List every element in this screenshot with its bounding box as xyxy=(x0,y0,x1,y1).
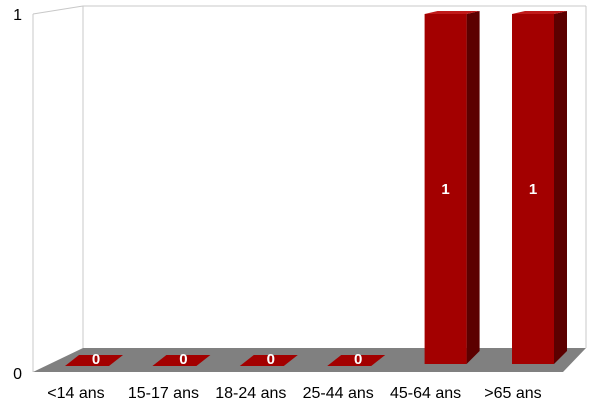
x-tick-label: 18-24 ans xyxy=(215,385,286,402)
x-tick-label: 25-44 ans xyxy=(303,385,374,402)
x-tick-label: >65 ans xyxy=(484,385,541,402)
bar-side xyxy=(554,11,567,364)
bar: 0 xyxy=(327,351,386,368)
data-label: 0 xyxy=(179,351,187,368)
bar-zero-plate xyxy=(327,355,386,366)
x-tick-label: 45-64 ans xyxy=(390,385,461,402)
bar: 1 xyxy=(424,11,480,364)
bar: 0 xyxy=(239,351,298,368)
x-axis-labels: <14 ans 15-17 ans 18-24 ans 25-44 ans 45-64 … xyxy=(47,385,541,402)
bar-top xyxy=(512,11,567,14)
bar-top xyxy=(424,11,480,14)
chart-frame xyxy=(32,5,587,372)
bar-zero-plate xyxy=(152,355,211,366)
side-wall-top-edge xyxy=(32,5,84,15)
bar-front xyxy=(424,14,467,364)
y-tick-label: 1 xyxy=(13,7,22,24)
bars: 0 0 0 0 1 1 xyxy=(65,11,567,368)
bar-front xyxy=(512,14,554,364)
data-label: 0 xyxy=(267,351,275,368)
bar: 1 xyxy=(512,11,567,364)
bar: 0 xyxy=(65,351,123,368)
data-label: 0 xyxy=(92,351,100,368)
bar-zero-plate xyxy=(65,355,123,366)
data-label: 1 xyxy=(441,181,449,198)
bar-side xyxy=(466,11,480,364)
x-tick-label: <14 ans xyxy=(47,385,104,402)
x-tick-label: 15-17 ans xyxy=(128,385,199,402)
y-axis: 1 0 xyxy=(13,7,22,383)
data-label: 1 xyxy=(529,181,537,198)
bar-zero-plate xyxy=(239,355,298,366)
bar: 0 xyxy=(152,351,211,368)
data-label: 0 xyxy=(354,351,362,368)
y-tick-label: 0 xyxy=(13,366,22,383)
